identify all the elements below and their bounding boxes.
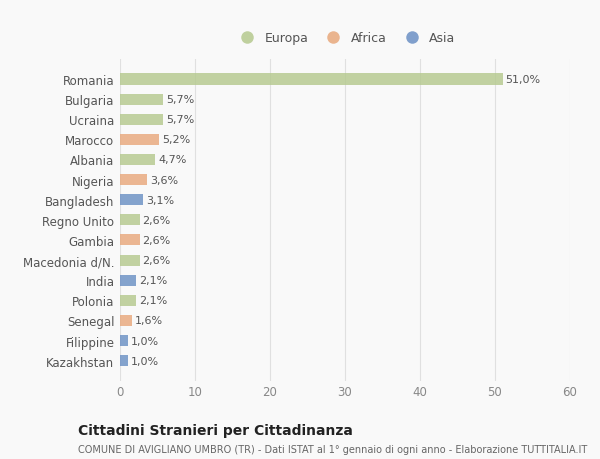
Text: 5,2%: 5,2% (162, 135, 190, 145)
Text: 1,6%: 1,6% (135, 316, 163, 326)
Text: 2,6%: 2,6% (143, 215, 171, 225)
Bar (120, 295, 136, 306)
Text: 5,7%: 5,7% (166, 115, 194, 125)
Bar (120, 275, 136, 286)
Text: 2,1%: 2,1% (139, 275, 167, 285)
Text: 2,6%: 2,6% (143, 256, 171, 265)
Bar (120, 155, 155, 166)
Bar (120, 195, 143, 206)
Bar (120, 114, 163, 125)
Bar (120, 95, 163, 106)
Text: COMUNE DI AVIGLIANO UMBRO (TR) - Dati ISTAT al 1° gennaio di ogni anno - Elabora: COMUNE DI AVIGLIANO UMBRO (TR) - Dati IS… (78, 444, 587, 454)
Text: 2,6%: 2,6% (143, 235, 171, 246)
Bar (120, 215, 139, 226)
Text: 1,0%: 1,0% (131, 336, 158, 346)
Text: Cittadini Stranieri per Cittadinanza: Cittadini Stranieri per Cittadinanza (78, 423, 353, 437)
Bar (120, 235, 139, 246)
Text: 4,7%: 4,7% (158, 155, 187, 165)
Bar (120, 335, 128, 346)
Text: 3,6%: 3,6% (150, 175, 178, 185)
Bar (120, 355, 128, 366)
Text: 3,1%: 3,1% (146, 195, 175, 205)
Text: 51,0%: 51,0% (505, 75, 541, 85)
Bar (120, 134, 159, 146)
Bar (120, 315, 132, 326)
Legend: Europa, Africa, Asia: Europa, Africa, Asia (229, 28, 461, 50)
Bar (120, 255, 139, 266)
Bar (120, 74, 503, 85)
Text: 1,0%: 1,0% (131, 356, 158, 366)
Bar (120, 174, 147, 186)
Text: 5,7%: 5,7% (166, 95, 194, 105)
Text: 2,1%: 2,1% (139, 296, 167, 306)
